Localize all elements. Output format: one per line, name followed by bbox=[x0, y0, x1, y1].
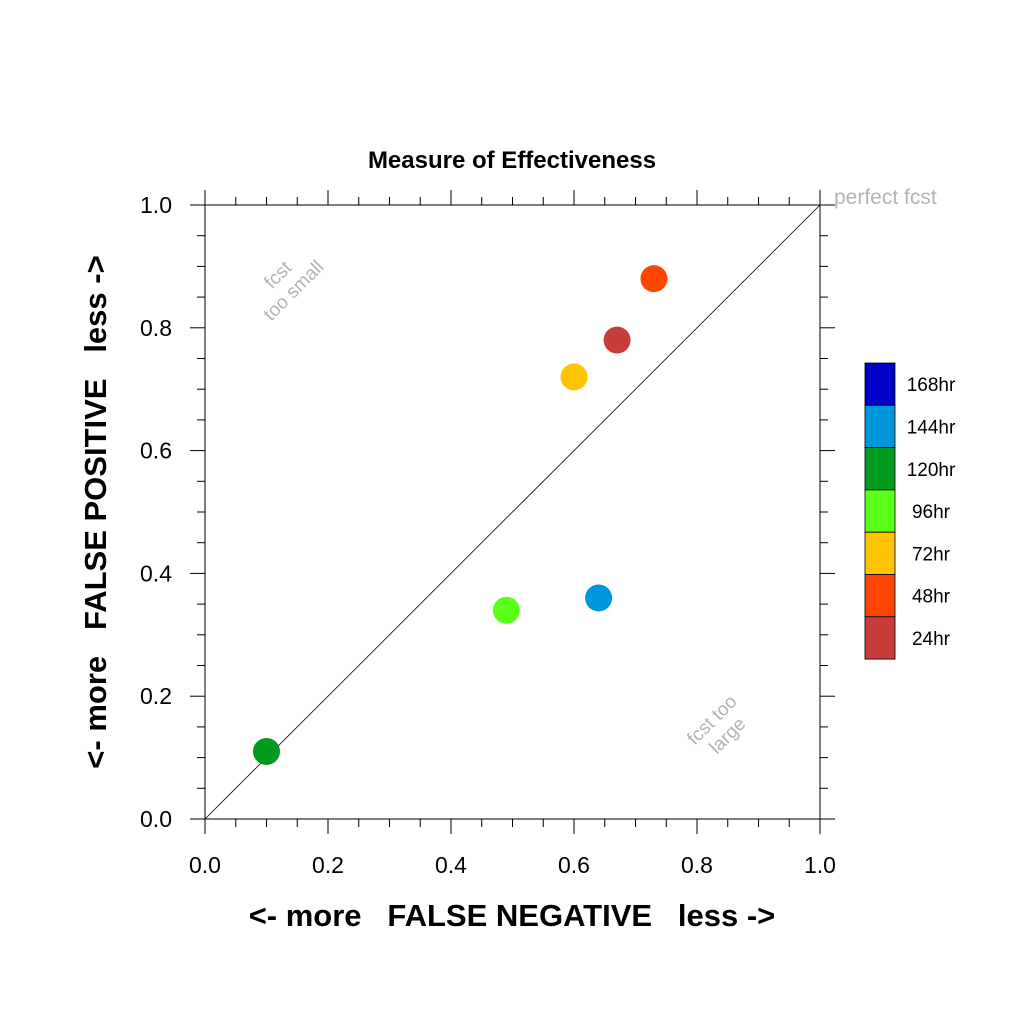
legend-swatch-144hr bbox=[864, 404, 896, 448]
x-tick-label: 0.0 bbox=[189, 852, 221, 878]
legend-swatch-168hr bbox=[864, 362, 896, 406]
legend-label-96hr: 96hr bbox=[912, 502, 951, 523]
x-tick-label: 0.2 bbox=[312, 852, 344, 878]
point-72hr bbox=[560, 363, 588, 391]
legend-swatch-96hr bbox=[864, 489, 896, 533]
annotation-fcst-too-small-line2: too small bbox=[260, 257, 329, 326]
legend-label-72hr: 72hr bbox=[912, 544, 951, 565]
legend-label-24hr: 24hr bbox=[912, 629, 951, 650]
legend-swatch-72hr bbox=[864, 531, 896, 575]
chart-title: Measure of Effectiveness bbox=[368, 147, 656, 174]
y-tick-label: 0.4 bbox=[140, 560, 172, 586]
plot-area: 0.0 0.2 0.4 0.6 0.8 1.0 0.0 0.2 0.4 0.6 0.8 1.0 bbox=[140, 190, 836, 878]
annotation-perfect-fcst: perfect fcst bbox=[834, 186, 937, 209]
annotation-fcst-too-large: fcst too large bbox=[683, 691, 750, 758]
legend-swatch-120hr bbox=[864, 447, 896, 491]
legend-label-48hr: 48hr bbox=[912, 587, 951, 608]
legend-label-168hr: 168hr bbox=[907, 375, 956, 396]
y-tick-label: 0.2 bbox=[140, 683, 172, 709]
y-tick-label: 0.0 bbox=[140, 806, 172, 832]
point-96hr bbox=[492, 596, 520, 624]
annotation-fcst-too-small: fcst too small bbox=[260, 257, 329, 326]
legend: 168hr 144hr 120hr 96hr 72hr 48hr 24hr bbox=[864, 362, 956, 660]
y-tick-label: 1.0 bbox=[140, 192, 172, 218]
legend-label-144hr: 144hr bbox=[907, 417, 956, 438]
x-tick-label: 1.0 bbox=[804, 852, 836, 878]
y-tick-label: 0.8 bbox=[140, 315, 172, 341]
point-24hr bbox=[603, 326, 631, 354]
legend-swatch-24hr bbox=[864, 616, 896, 660]
point-144hr bbox=[585, 584, 613, 612]
point-120hr bbox=[253, 737, 280, 765]
x-tick-label: 0.6 bbox=[558, 852, 590, 878]
legend-label-120hr: 120hr bbox=[907, 460, 956, 481]
x-axis-label: <- more FALSE NEGATIVE less -> bbox=[249, 898, 776, 933]
legend-swatch-48hr bbox=[864, 574, 896, 618]
x-tick-label: 0.4 bbox=[435, 852, 467, 878]
y-axis-label: <- more FALSE POSITIVE less -> bbox=[78, 255, 113, 768]
diagonal-line bbox=[204, 204, 821, 820]
x-tick-label: 0.8 bbox=[681, 852, 713, 878]
point-48hr bbox=[640, 265, 668, 293]
y-tick-label: 0.6 bbox=[140, 438, 172, 464]
